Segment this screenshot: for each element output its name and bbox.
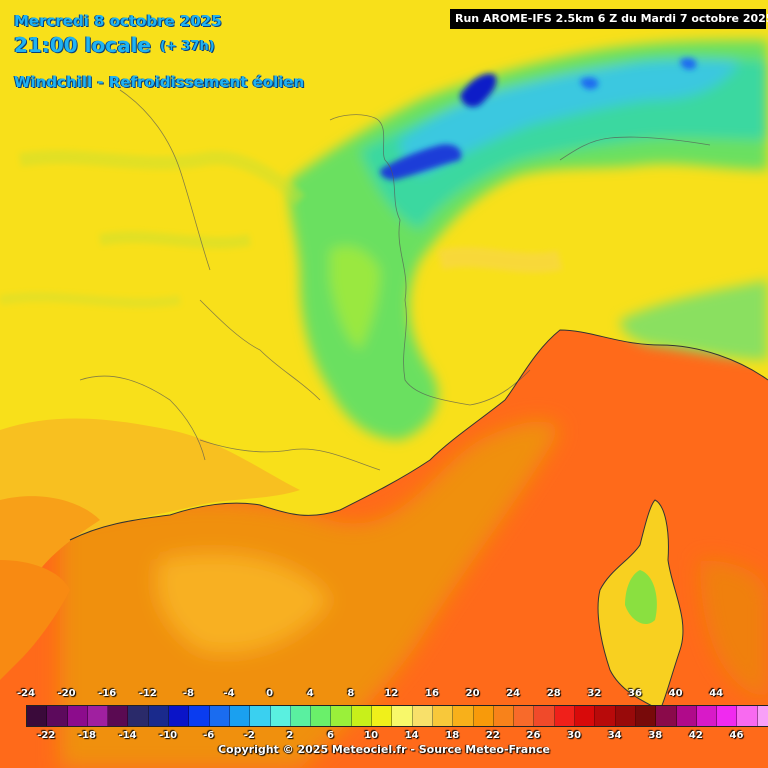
legend-swatches [26,705,768,727]
legend-tick-label: -24 [16,688,36,699]
legend-tick-label: 36 [628,688,642,699]
legend-swatch [473,706,494,726]
legend-tick-label: 46 [729,730,744,741]
legend-swatch [250,706,271,726]
legend-top-labels: -24 -20 -16 -12 -8 -4 0 4 8 12 16 20 24 28 32 36 40 44 [0,688,768,702]
legend-swatch [290,706,312,726]
legend-swatch [432,706,454,726]
ridge-shading [0,150,563,308]
legend-tick-label: 22 [485,730,500,741]
legend-swatch [270,706,291,726]
legend-tick-label: -20 [57,688,76,699]
legend-tick-label: -2 [243,730,255,741]
legend-swatch [615,706,636,726]
legend-tick-label: 38 [648,730,663,741]
legend-tick-label: 26 [526,730,541,741]
legend-swatch [534,706,555,726]
legend-tick-label: 20 [465,688,480,699]
legend-tick-label: 28 [546,688,561,699]
legend-swatch [392,706,413,726]
legend-tick-label: -22 [37,730,56,741]
legend-tick-label: 16 [425,688,439,699]
forecast-date: Mercredi 8 octobre 2025 [14,12,222,30]
legend-swatch [717,706,738,726]
region-borders [79,89,711,471]
legend-tick-label: 8 [347,688,355,699]
legend-tick-label: -10 [159,730,178,741]
legend-swatch [372,706,393,726]
coastline [69,329,768,711]
model-run-label: Run AROME-IFS 2.5km 6 Z du Mardi 7 octob… [450,9,768,29]
legend-swatch [412,706,433,726]
legend-tick-label: 40 [668,688,683,699]
legend-tick-label: 14 [404,730,419,741]
legend-swatch [67,706,88,726]
legend-swatch [148,706,170,726]
legend-tick-label: 10 [364,730,379,741]
legend-swatch [311,706,332,726]
legend-swatch [108,706,129,726]
legend-swatch [676,706,697,726]
alps-terrain [288,40,768,440]
legend-swatch [493,706,515,726]
legend-tick-label: -8 [182,688,194,699]
legend-swatch [696,706,718,726]
parameter-title: Windchill - Refroidissement éolien [14,73,305,91]
legend-tick-label: 24 [506,688,521,699]
legend-swatch [128,706,149,726]
legend-tick-label: -12 [138,688,157,699]
legend-tick-label: 0 [266,688,274,699]
legend-tick-label: -16 [98,688,117,699]
legend-tick-label: 12 [384,688,399,699]
color-legend: -24 -20 -16 -12 -8 -4 0 4 8 12 16 20 24 28 32 36 40 44 -2… [0,686,768,768]
legend-tick-label: -6 [203,730,215,741]
legend-tick-label: 6 [327,730,334,741]
legend-tick-label: 44 [709,688,724,699]
copyright-notice: Copyright © 2025 Meteociel.fr - Source M… [217,743,551,756]
legend-tick-label: -14 [118,730,137,741]
legend-swatch [331,706,352,726]
legend-swatch [453,706,474,726]
legend-swatch [27,706,48,726]
legend-tick-label: 4 [306,688,314,699]
legend-tick-label: 2 [286,730,294,741]
legend-tick-label: -4 [223,688,235,699]
legend-swatch [209,706,230,726]
legend-swatch [169,706,190,726]
legend-tick-label: 18 [445,730,460,741]
legend-bottom-labels: -22 -18 -14 -10 -6 -2 2 6 10 14 18 22 26 30 34 38 42 46 [0,730,768,744]
legend-swatch [656,706,677,726]
legend-swatch [351,706,373,726]
legend-tick-label: 42 [688,730,703,741]
legend-tick-label: -18 [77,730,96,741]
legend-swatch [737,706,758,726]
legend-tick-label: 34 [607,730,622,741]
alpine-peaks [380,57,697,180]
legend-swatch [635,706,657,726]
legend-tick-label: 30 [567,730,582,741]
legend-swatch [189,706,210,726]
forecast-time: 21:00 locale [14,33,151,57]
legend-swatch [757,706,768,726]
legend-swatch [47,706,68,726]
legend-swatch [554,706,576,726]
legend-swatch [514,706,535,726]
legend-swatch [87,706,109,726]
legend-tick-label: 32 [587,688,602,699]
legend-swatch [575,706,596,726]
legend-swatch [229,706,251,726]
forecast-lead-time: (+ 37h) [160,39,215,54]
legend-swatch [595,706,616,726]
